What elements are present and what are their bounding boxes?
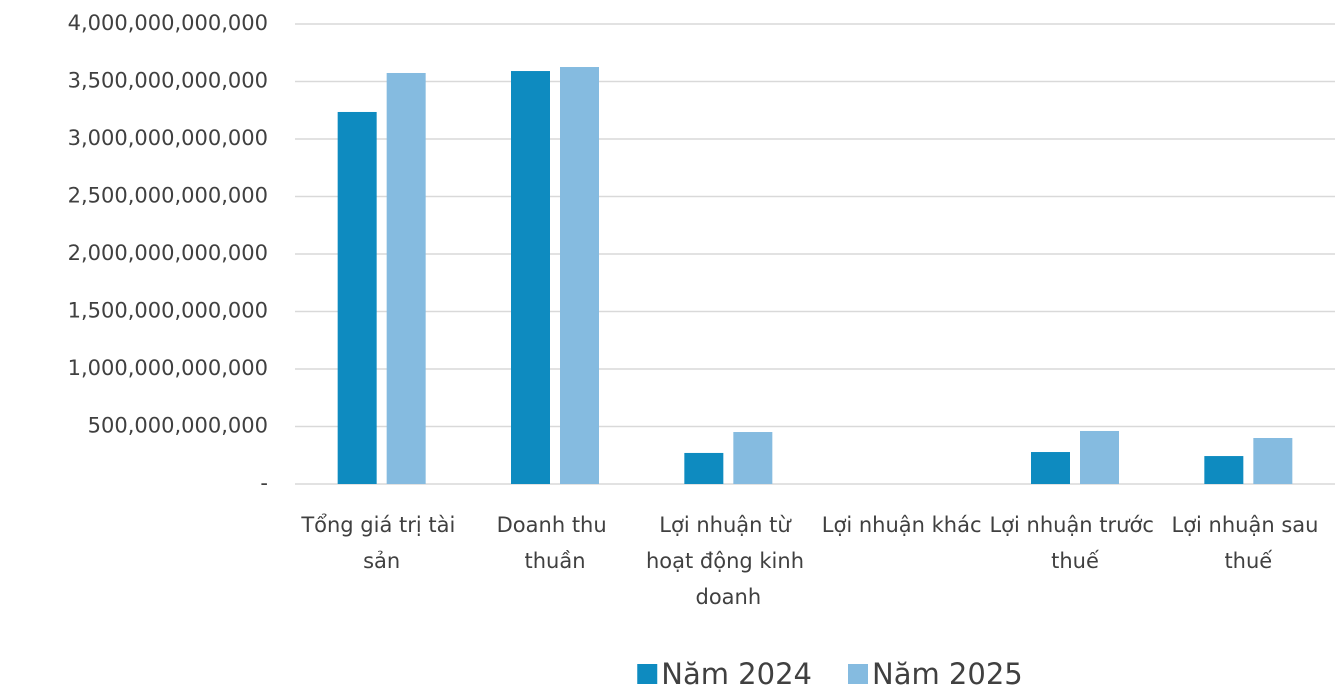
x-tick-label: Doanh thu thuần bbox=[497, 513, 614, 573]
y-tick-label: 4,000,000,000,000 bbox=[68, 11, 268, 35]
bar bbox=[560, 67, 599, 484]
legend-swatch bbox=[848, 664, 868, 684]
bar bbox=[1204, 456, 1244, 484]
x-tick-label: Lợi nhuận khác bbox=[822, 513, 982, 537]
bar bbox=[1253, 438, 1293, 484]
bar bbox=[337, 111, 377, 484]
y-tick-label: 2,500,000,000,000 bbox=[68, 184, 268, 208]
bar bbox=[386, 72, 426, 485]
bar bbox=[1031, 452, 1070, 484]
y-tick-label: 500,000,000,000 bbox=[88, 414, 268, 438]
legend-label: Năm 2024 bbox=[661, 657, 812, 691]
legend-swatch bbox=[637, 664, 658, 684]
y-tick-label: 3,000,000,000,000 bbox=[68, 126, 268, 150]
bar bbox=[733, 432, 773, 484]
bar bbox=[684, 452, 724, 484]
y-tick-label: - bbox=[260, 471, 268, 495]
legend-label: Năm 2025 bbox=[872, 657, 1023, 691]
x-tick-label: Lợi nhuận sau thuế bbox=[1172, 513, 1326, 573]
x-tick-label: Lợi nhuận từ hoạt động kinh doanh bbox=[646, 513, 811, 609]
y-tick-label: 2,000,000,000,000 bbox=[68, 241, 268, 265]
y-tick-label: 1,000,000,000,000 bbox=[68, 356, 268, 380]
y-tick-label: 1,500,000,000,000 bbox=[68, 299, 268, 323]
x-tick-label: Tổng giá trị tài sản bbox=[300, 513, 462, 573]
bar bbox=[1080, 430, 1119, 484]
y-tick-label: 3,500,000,000,000 bbox=[68, 69, 268, 93]
legend: Năm 2024 Năm 2025 bbox=[637, 657, 1023, 691]
x-tick-label: Lợi nhuận trước thuế bbox=[989, 513, 1160, 573]
bar bbox=[511, 71, 550, 484]
